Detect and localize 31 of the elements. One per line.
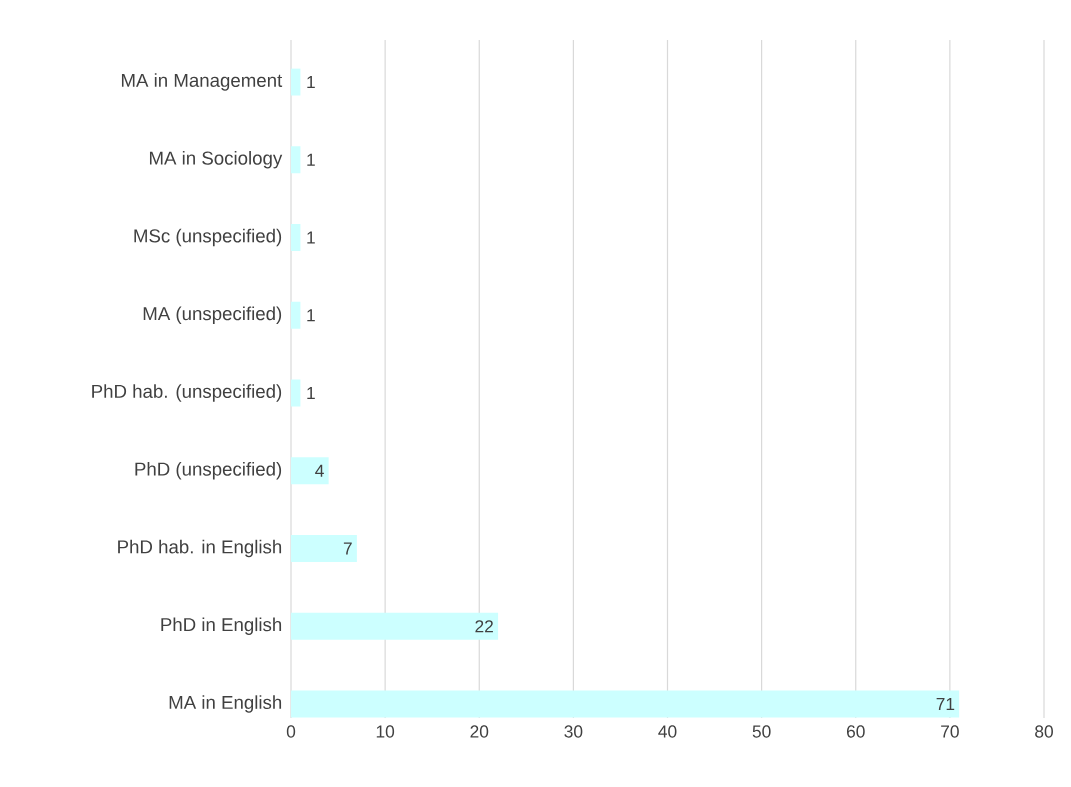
y-tick-label: PhD in English	[161, 617, 282, 635]
x-tick-label: 0	[286, 725, 296, 738]
x-tick-label: 30	[564, 725, 583, 738]
data-label: 22	[475, 620, 493, 633]
y-tick-label: MA in Management	[121, 73, 283, 91]
x-tick-label: 60	[846, 725, 865, 738]
data-label: 71	[936, 698, 955, 710]
bar	[291, 612, 499, 640]
x-tick-label: 20	[470, 725, 489, 738]
x-tick-label: 70	[941, 725, 959, 738]
data-label: 1	[307, 231, 315, 244]
data-label: 7	[343, 542, 352, 555]
y-tick-label: PhD hab. in English	[118, 539, 282, 558]
bar	[291, 690, 960, 718]
y-tick-label: MA (unspecified)	[143, 306, 282, 324]
data-label: 1	[307, 76, 315, 88]
data-label: 1	[307, 387, 315, 399]
bar	[291, 534, 357, 562]
x-tick-label: 10	[376, 725, 395, 738]
bar	[291, 457, 329, 485]
data-label: 1	[307, 153, 315, 166]
y-tick-label: MSc (unspecified)	[134, 228, 282, 247]
x-tick-label: 80	[1035, 725, 1053, 738]
x-tick-label: 40	[658, 725, 677, 738]
data-label: 1	[307, 309, 315, 322]
x-tick-label: 50	[752, 725, 771, 738]
data-label: 4	[315, 464, 324, 477]
y-tick-label: MA in Sociology	[149, 151, 283, 169]
y-tick-label: MA in English	[169, 695, 282, 713]
y-tick-label: PhD (unspecified)	[135, 462, 282, 480]
y-tick-label: PhD hab. (unspecified)	[92, 384, 282, 402]
